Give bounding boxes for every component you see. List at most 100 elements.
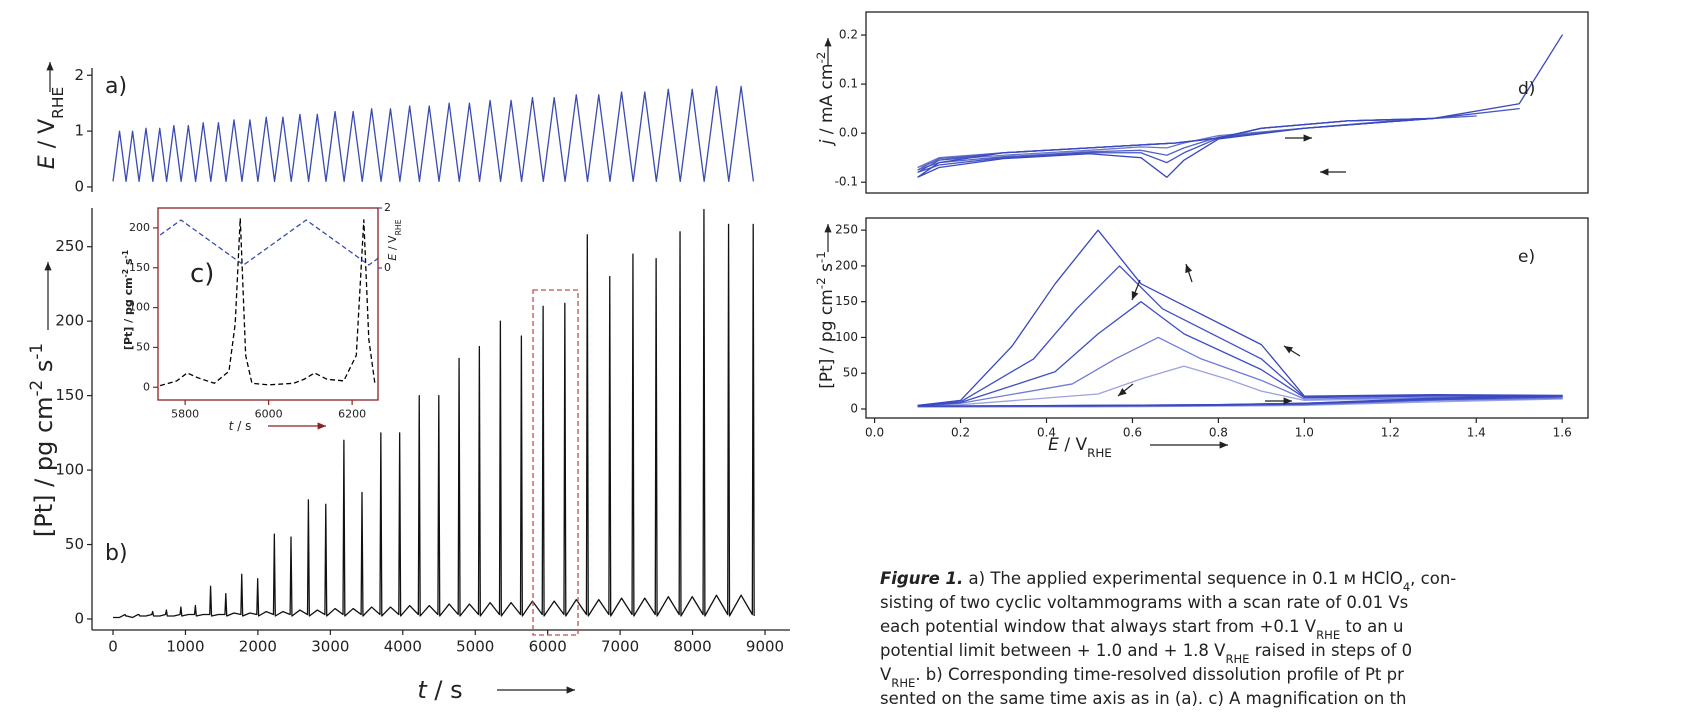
axis-arrow	[1131, 279, 1141, 301]
panel-label: c)	[190, 259, 214, 289]
caption-part: RHE	[891, 676, 915, 690]
caption-part: to an u	[1340, 617, 1403, 636]
x-tick-label: 3000	[311, 638, 349, 656]
x-axis-title-part: E	[1048, 435, 1059, 455]
y-axis-title-part: s	[30, 360, 58, 380]
caption-part: raised in steps of 0	[1249, 641, 1412, 660]
y-axis-title-part: / V	[35, 119, 60, 155]
y2-axis-title-part: RHE	[394, 219, 403, 235]
y-tick-label: 0	[74, 177, 84, 195]
caption-part: each potential window that always start …	[880, 617, 1317, 636]
panel-label: e)	[1518, 247, 1535, 267]
data-line	[113, 208, 755, 619]
x-tick-label: 7000	[601, 638, 639, 656]
y-axis-title: [Pt] / pg cm-2 s-1	[121, 250, 136, 350]
data-line	[159, 219, 379, 266]
panel-label: d)	[1518, 79, 1535, 99]
y-axis-title: E / VRHE	[35, 87, 67, 169]
data-line	[917, 34, 1563, 178]
x-tick-label: 4000	[384, 638, 422, 656]
x-tick-label: 1000	[166, 638, 204, 656]
caption-part: sented on the same time axis as in (a). …	[880, 689, 1407, 708]
y-axis-title-part: [Pt] / pg cm	[817, 289, 837, 389]
y-axis-title-part: [Pt] / pg cm	[30, 396, 58, 537]
x-tick-label: 8000	[673, 638, 711, 656]
x-tick-label: 1.6	[1553, 426, 1572, 440]
caption-part: . b) Corresponding time-resolved dissolu…	[915, 665, 1404, 684]
y-tick-label: 0.1	[839, 77, 858, 91]
caption-part: potential limit between + 1.0 and + 1.8 …	[880, 641, 1226, 660]
plot-frame	[157, 207, 379, 401]
y-tick-label: 50	[65, 535, 84, 553]
plot-frame	[865, 217, 1589, 419]
y-axis-title-part: -1	[26, 343, 46, 360]
plot-frame	[865, 11, 1589, 194]
x-axis-title-part: / V	[1059, 435, 1088, 455]
y-axis-title: [Pt] / pg cm-2 s-1	[814, 251, 837, 389]
y-tick-label: 100	[835, 330, 858, 344]
y2-tick-label: 2	[384, 201, 391, 214]
y2-axis-title-part: / V	[386, 235, 399, 254]
y-tick-label: -0.1	[835, 175, 858, 189]
caption-part: sisting of two cyclic voltammograms with…	[880, 593, 1408, 612]
y-tick-label: 50	[843, 366, 858, 380]
x-tick-label: 6000	[529, 638, 567, 656]
y-tick-label: 250	[55, 237, 84, 255]
x-axis-title: E / VRHE	[1048, 435, 1112, 460]
y2-tick-label: 0	[384, 261, 391, 274]
caption-part: RHE	[1316, 628, 1340, 642]
y-tick-label: 50	[136, 340, 150, 353]
y-axis-title: j / mA cm-2	[814, 52, 837, 147]
y-tick-label: 0	[74, 609, 84, 627]
y-tick-label: 200	[835, 258, 858, 272]
panel-label: b)	[105, 541, 128, 566]
x-tick-label: 1.2	[1381, 426, 1400, 440]
x-tick-label: 0.0	[865, 426, 884, 440]
x-tick-label: 1.4	[1467, 426, 1486, 440]
inset-background	[158, 208, 378, 400]
y-tick-label: 150	[835, 294, 858, 308]
x-axis-title-part: t	[417, 676, 428, 704]
y-axis-title-part: j	[817, 139, 837, 146]
y-tick-label: 250	[835, 223, 858, 237]
y-tick-label: 0	[143, 380, 150, 393]
y-tick-label: 0.2	[839, 28, 858, 42]
x-tick-label: 5000	[456, 638, 494, 656]
caption-part: 4	[1403, 580, 1410, 594]
y-axis-title-part: -2	[121, 269, 130, 278]
x-tick-label: 0.4	[1037, 426, 1056, 440]
caption-part: a) The applied experimental sequence in …	[963, 569, 1403, 588]
data-line	[917, 365, 1563, 408]
caption-part: V	[880, 665, 892, 684]
caption-line: sented on the same time axis as in (a). …	[880, 689, 1407, 708]
y-axis-title-part: -2	[814, 52, 828, 64]
caption-part: , con-	[1410, 569, 1456, 588]
y-axis-title-part: s	[817, 263, 837, 277]
x-tick-label: 0.8	[1209, 426, 1228, 440]
data-line	[917, 301, 1563, 407]
y-tick-label: 200	[55, 312, 84, 330]
y-axis-title-part: -1	[814, 251, 828, 263]
x-tick-label: 0.6	[1123, 426, 1142, 440]
x-axis-title-part: / s	[427, 676, 463, 704]
axis-arrow	[1117, 383, 1134, 397]
caption-line: sisting of two cyclic voltammograms with…	[880, 593, 1408, 612]
x-tick-label: 0	[108, 638, 118, 656]
panel-label: a)	[105, 74, 127, 99]
y-tick-label: 0	[850, 401, 858, 415]
x-axis-title-part: RHE	[1087, 446, 1112, 460]
x-tick-label: 9000	[746, 638, 784, 656]
y-axis-title-part: RHE	[49, 87, 67, 119]
y-tick-label: 150	[55, 386, 84, 404]
y-axis-title-part: -2	[814, 277, 828, 289]
x-axis-title-part: t	[229, 419, 235, 433]
y-tick-label: 150	[129, 261, 150, 274]
axis-arrow	[1283, 345, 1301, 357]
caption-part: RHE	[1225, 652, 1249, 666]
data-line	[159, 217, 376, 387]
caption-line: potential limit between + 1.0 and + 1.8 …	[880, 641, 1412, 666]
y2-axis-title: E / VRHE	[386, 219, 403, 260]
x-tick-label: 6200	[338, 408, 366, 421]
x-axis-title: t / s	[229, 419, 252, 433]
